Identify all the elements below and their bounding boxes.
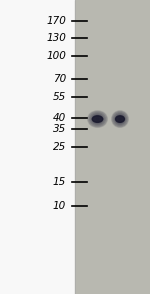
Text: 25: 25 — [53, 142, 66, 152]
Text: 70: 70 — [53, 74, 66, 84]
Bar — [75, 0, 150, 294]
Text: 100: 100 — [46, 51, 66, 61]
Ellipse shape — [92, 116, 103, 122]
Bar — [0, 0, 75, 294]
Ellipse shape — [114, 113, 126, 125]
Ellipse shape — [115, 114, 125, 124]
Text: 130: 130 — [46, 33, 66, 43]
Ellipse shape — [117, 116, 123, 122]
Ellipse shape — [94, 116, 101, 122]
Text: 15: 15 — [53, 177, 66, 187]
Ellipse shape — [93, 115, 102, 123]
Text: 170: 170 — [46, 16, 66, 26]
Ellipse shape — [96, 118, 99, 120]
Ellipse shape — [119, 118, 121, 120]
Ellipse shape — [89, 112, 106, 126]
Text: 35: 35 — [53, 124, 66, 134]
Ellipse shape — [91, 114, 104, 124]
Text: 40: 40 — [53, 113, 66, 123]
Ellipse shape — [88, 111, 107, 127]
Ellipse shape — [116, 115, 124, 123]
Ellipse shape — [116, 116, 124, 122]
Text: 10: 10 — [53, 201, 66, 211]
Ellipse shape — [113, 112, 127, 126]
Text: 55: 55 — [53, 92, 66, 102]
Ellipse shape — [118, 117, 122, 121]
Ellipse shape — [90, 113, 105, 125]
Ellipse shape — [95, 117, 100, 121]
Ellipse shape — [112, 111, 128, 127]
